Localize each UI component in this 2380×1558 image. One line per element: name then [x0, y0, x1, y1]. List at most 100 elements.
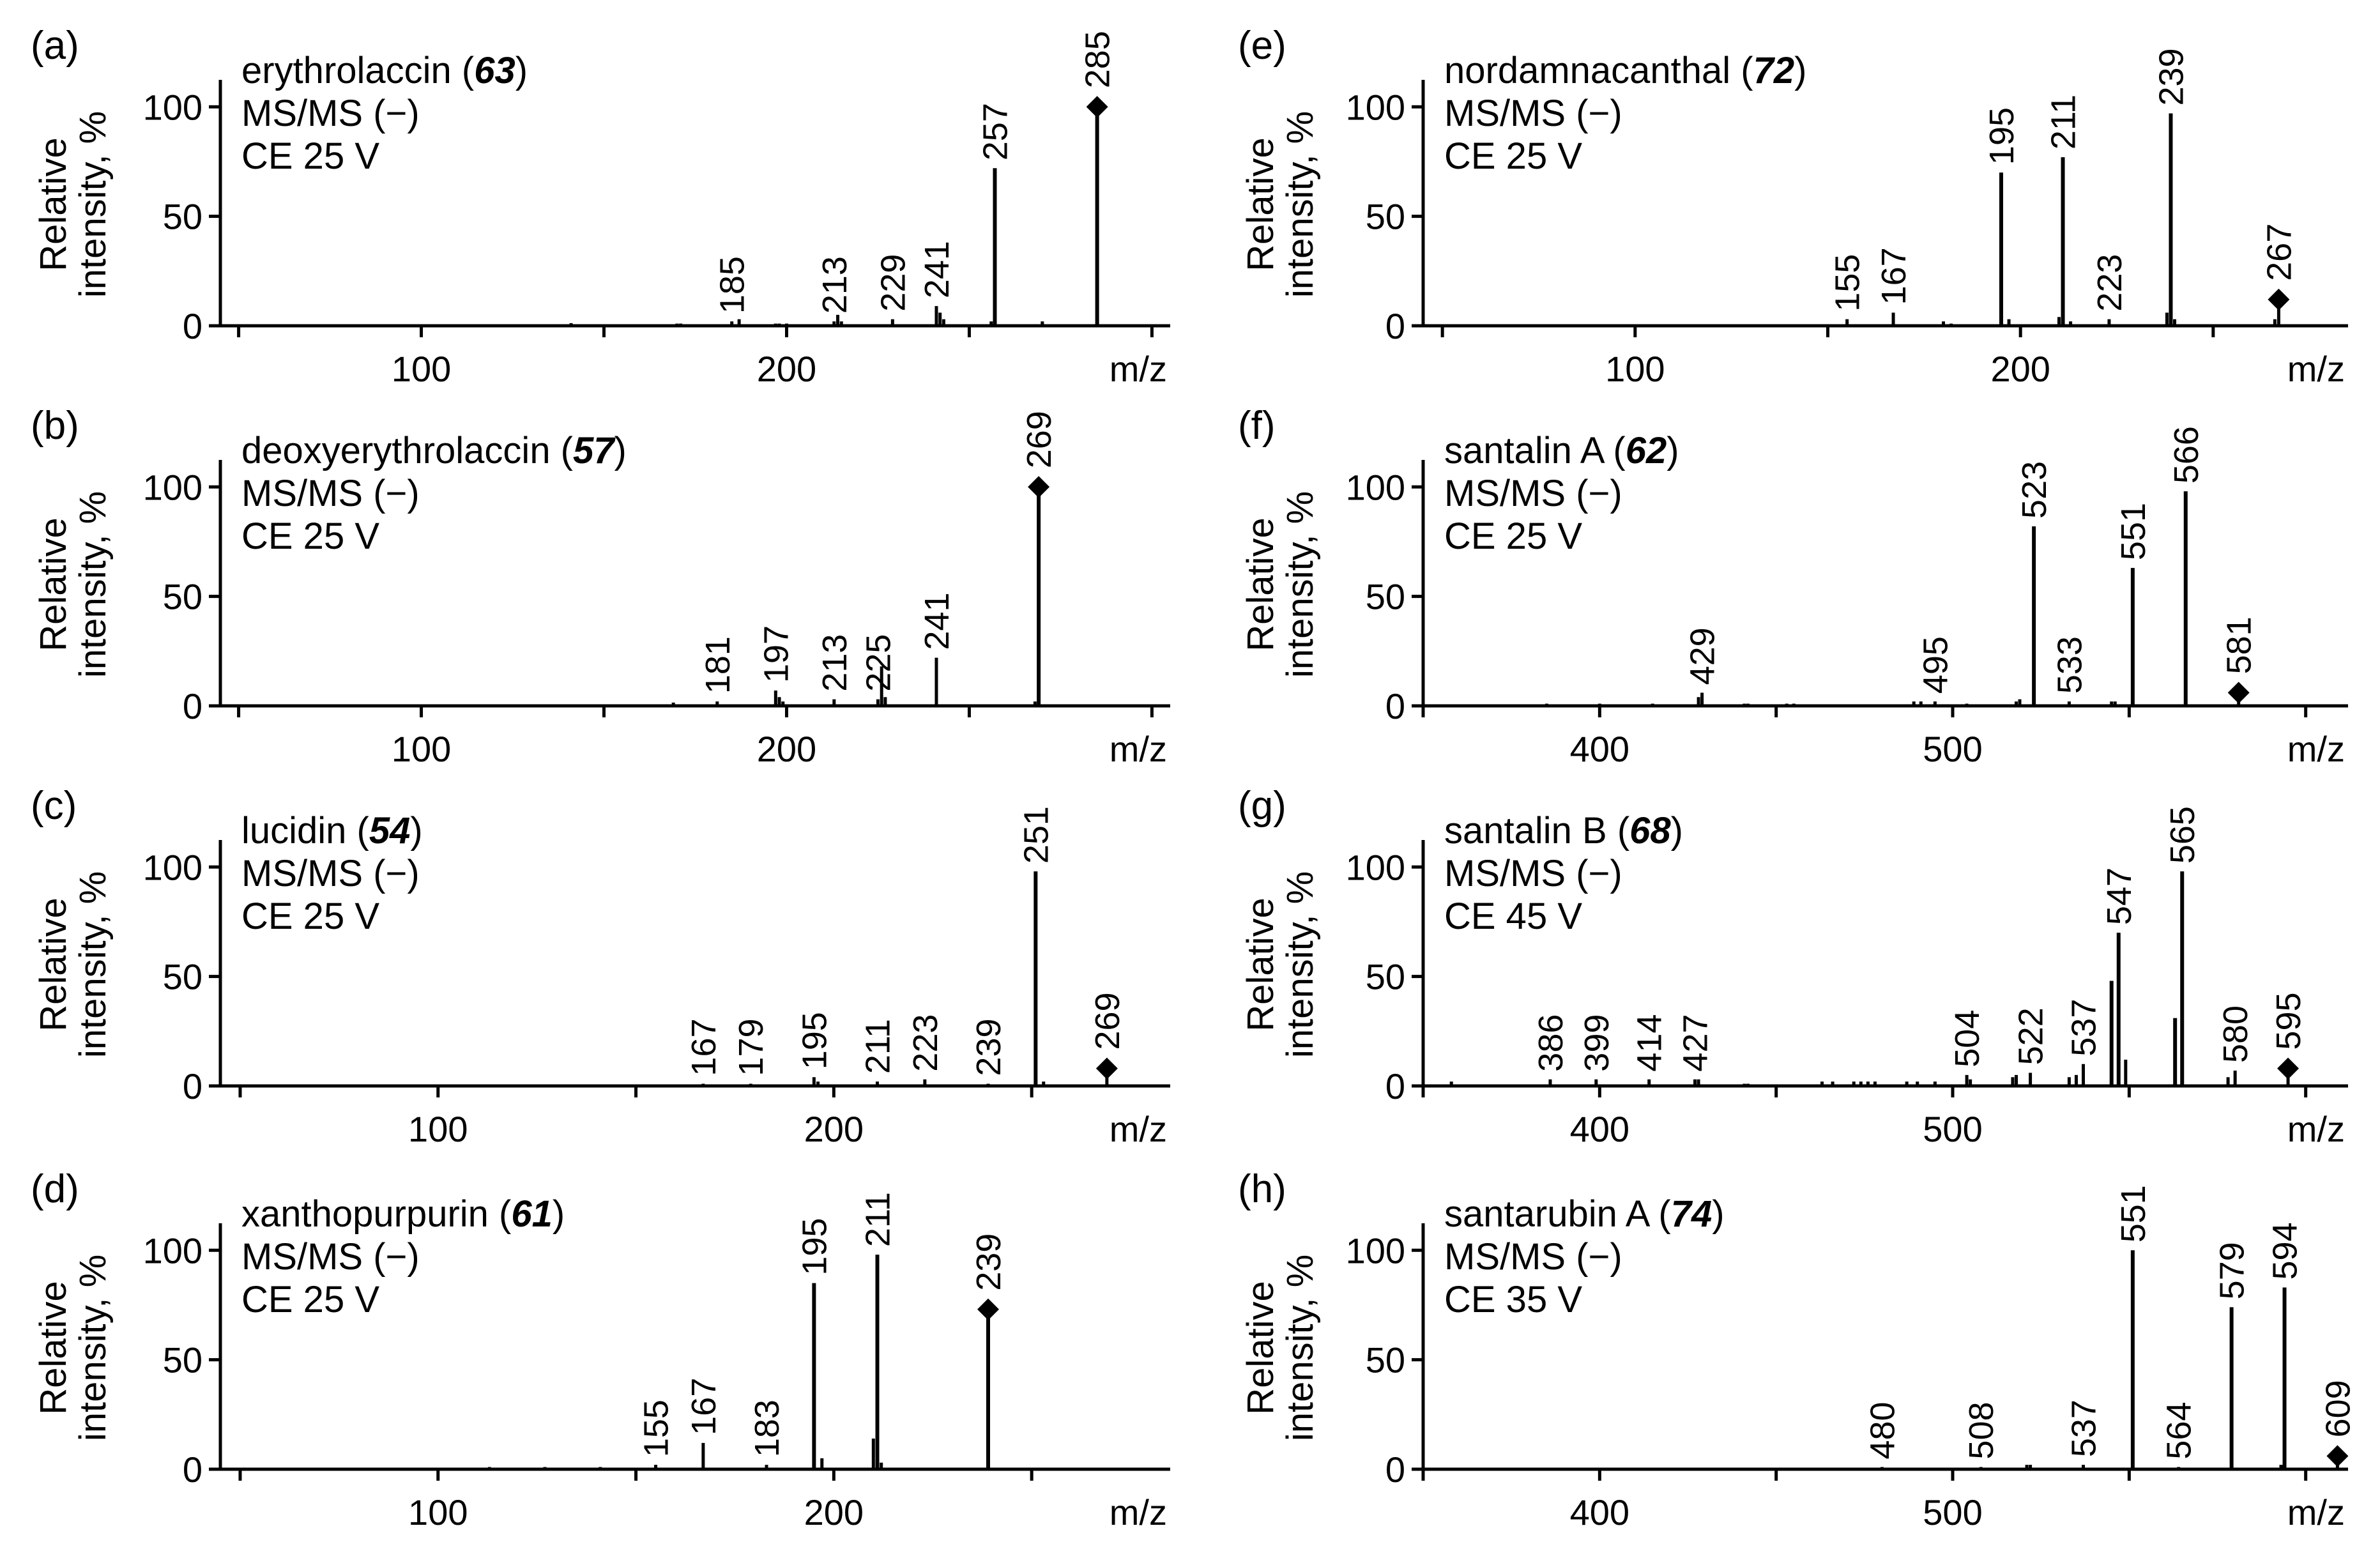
panel-label: (a) — [31, 24, 79, 68]
panel-a: (a) erythrolaccin (63)MS/MS (−)CE 25 V Rel… — [31, 24, 1170, 389]
y-tick-label: 100 — [143, 87, 202, 127]
ms-mode-label: MS/MS (−) — [1444, 1236, 1622, 1278]
collision-energy-label: CE 25 V — [241, 135, 379, 177]
x-tick-label: 400 — [1570, 1109, 1629, 1149]
y-tick-label: 0 — [183, 306, 202, 346]
y-tick-label: 100 — [1346, 847, 1405, 887]
peak-label: 480 — [1863, 1401, 1902, 1459]
collision-energy-label: CE 45 V — [1444, 896, 1582, 937]
y-tick-label: 0 — [1385, 306, 1405, 346]
panel-label: (d) — [31, 1167, 79, 1211]
peak-label: 579 — [2213, 1242, 2252, 1299]
x-tick-label: 400 — [1570, 729, 1629, 769]
y-tick-label: 50 — [1366, 957, 1405, 997]
compound-name: santalin B (68) — [1444, 810, 1683, 852]
x-tick-label: 200 — [757, 729, 816, 769]
peak-label: 269 — [1020, 411, 1058, 468]
y-axis-label-line2: intensity, % — [1279, 111, 1321, 298]
ms-mode-label: MS/MS (−) — [1444, 853, 1622, 894]
panel-g: (g)santalin B (68)MS/MS (−)CE 45 VRelati… — [1238, 784, 2348, 1149]
y-tick-label: 0 — [1385, 1449, 1405, 1490]
y-tick-label: 0 — [1385, 1066, 1405, 1106]
y-axis-label-line1: Relative — [1240, 897, 1281, 1032]
y-tick-label: 100 — [143, 1230, 202, 1271]
peak-label: 213 — [816, 634, 854, 692]
x-tick-label: 100 — [392, 349, 451, 389]
y-axis-label-line1: Relative — [33, 897, 74, 1032]
peak-label: 229 — [874, 254, 912, 312]
x-tick-label: 500 — [1923, 729, 1982, 769]
diamond-icon — [2268, 288, 2290, 310]
x-tick-label: 200 — [804, 1492, 864, 1532]
peak-label: 537 — [2064, 999, 2103, 1057]
y-axis-label-line1: Relative — [33, 517, 74, 652]
peak-label: 547 — [2100, 867, 2139, 925]
compound-name: erythrolaccin (63) — [241, 50, 528, 91]
peak-label: 181 — [699, 636, 737, 694]
y-axis-label: Relativeintensity, % — [1240, 111, 1321, 298]
compound-paren: ) — [410, 810, 422, 852]
x-tick-label: 400 — [1570, 1492, 1629, 1532]
compound-number: 54 — [369, 810, 411, 852]
x-tick-label: 100 — [392, 729, 451, 769]
compound-paren: ) — [614, 430, 627, 471]
compound-number: 62 — [1626, 430, 1667, 471]
peak-label: 595 — [2269, 992, 2308, 1050]
y-tick-label: 50 — [163, 577, 202, 617]
peak-label: 504 — [1948, 1010, 1987, 1067]
compound-label: santarubin A ( — [1444, 1193, 1671, 1235]
diamond-icon — [2277, 1057, 2300, 1080]
y-tick-label: 100 — [1346, 1230, 1405, 1271]
peak-label: 241 — [918, 241, 956, 298]
x-axis-unit-label: m/z — [1110, 1492, 1167, 1532]
peak-label: 211 — [2045, 95, 2083, 149]
y-tick-label: 50 — [163, 1340, 202, 1380]
peak-label: 269 — [1088, 992, 1127, 1050]
y-tick-label: 50 — [1366, 1340, 1405, 1380]
compound-number: 61 — [511, 1193, 553, 1235]
peak-label: 551 — [2114, 1185, 2153, 1242]
y-tick-label: 50 — [1366, 197, 1405, 237]
diamond-icon — [1086, 96, 1108, 118]
peak-label: 267 — [2260, 224, 2298, 281]
panel-label: (b) — [31, 404, 79, 448]
y-tick-label: 0 — [183, 686, 202, 726]
ms-mode-label: MS/MS (−) — [241, 93, 420, 134]
peak-label: 197 — [757, 625, 795, 683]
panel-f: (f)santalin A (62)MS/MS (−)CE 25 VRelati… — [1238, 404, 2348, 769]
peak-label: 223 — [906, 1014, 945, 1072]
y-axis-label-line1: Relative — [33, 137, 74, 271]
x-axis-unit-label: m/z — [1110, 729, 1167, 769]
diamond-icon — [977, 1298, 999, 1320]
collision-energy-label: CE 25 V — [241, 896, 379, 937]
y-tick-label: 100 — [1346, 467, 1405, 507]
peak-label: 523 — [2015, 461, 2054, 519]
y-axis-label-line2: intensity, % — [72, 1255, 114, 1441]
x-tick-label: 200 — [804, 1109, 864, 1149]
y-tick-label: 100 — [1346, 87, 1405, 127]
peak-label: 239 — [2152, 48, 2190, 105]
diamond-icon — [2227, 682, 2250, 704]
x-tick-label: 100 — [1605, 349, 1665, 389]
compound-number: 72 — [1753, 50, 1795, 91]
x-axis-unit-label: m/z — [2287, 1492, 2345, 1532]
x-tick-label: 500 — [1923, 1492, 1982, 1532]
peak-label: 167 — [685, 1018, 723, 1076]
x-axis-unit-label: m/z — [2287, 1109, 2345, 1149]
peak-label: 399 — [1578, 1014, 1616, 1072]
peak-label: 167 — [1875, 247, 1913, 305]
y-axis-label: Relativeintensity, % — [33, 491, 114, 678]
peak-label: 239 — [970, 1233, 1008, 1291]
compound-number: 68 — [1629, 810, 1671, 852]
peak-label: 566 — [2167, 426, 2206, 484]
peak-label: 508 — [1962, 1401, 2001, 1459]
compound-name: nordamnacanthal (72) — [1444, 50, 1806, 91]
y-axis-label: Relativeintensity, % — [33, 871, 114, 1058]
collision-energy-label: CE 25 V — [241, 1279, 379, 1320]
peak-label: 211 — [859, 1192, 897, 1247]
diamond-icon — [1095, 1057, 1118, 1080]
peak-label: 580 — [2216, 1005, 2255, 1063]
x-tick-label: 200 — [757, 349, 816, 389]
y-axis-label-line1: Relative — [33, 1281, 74, 1415]
y-tick-label: 50 — [163, 957, 202, 997]
